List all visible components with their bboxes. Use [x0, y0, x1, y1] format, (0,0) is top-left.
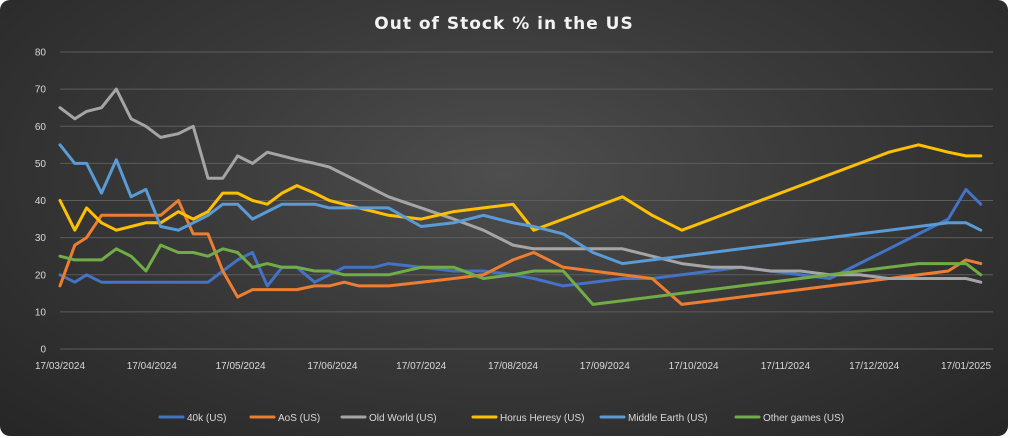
legend-label: Middle Earth (US) [628, 413, 707, 424]
x-axis: 17/03/2024 17/04/2024 17/05/2024 17/06/2024… [35, 361, 991, 372]
legend-label: Old World (US) [369, 413, 437, 424]
y-tick-label: 50 [35, 159, 47, 170]
y-axis: 0 10 20 30 40 50 60 70 80 [35, 48, 47, 356]
y-tick-label: 20 [35, 270, 47, 281]
x-tick-label: 17/03/2024 [35, 361, 85, 372]
x-tick-label: 17/05/2024 [216, 361, 266, 372]
y-tick-label: 70 [35, 85, 47, 96]
chart-title: Out of Stock % in the US [374, 14, 633, 34]
legend-item: Old World (US) [340, 413, 437, 424]
x-tick-label: 17/06/2024 [307, 361, 357, 372]
series-line-5 [58, 243, 983, 306]
legend-item: Other games (US) [734, 413, 844, 424]
legend-label: 40k (US) [187, 413, 226, 424]
series-line-0 [58, 187, 983, 288]
legend: 40k (US) AoS (US) Old World (US) Horus Here… [158, 413, 844, 424]
x-tick-label: 17/12/2024 [849, 361, 899, 372]
x-tick-label: 17/04/2024 [127, 361, 177, 372]
legend-label: AoS (US) [278, 413, 320, 424]
x-tick-label: 17/07/2024 [396, 361, 446, 372]
series-line-4 [58, 143, 983, 266]
y-tick-label: 80 [35, 48, 47, 59]
x-tick-label: 17/10/2024 [669, 361, 719, 372]
legend-label: Horus Heresy (US) [500, 413, 584, 424]
grid-lines [60, 51, 993, 350]
legend-item: Horus Heresy (US) [471, 413, 584, 424]
y-tick-label: 0 [40, 345, 46, 356]
x-tick-label: 17/08/2024 [488, 361, 538, 372]
y-tick-label: 30 [35, 233, 47, 244]
x-tick-label: 17/01/2025 [941, 361, 991, 372]
x-tick-label: 17/11/2024 [761, 361, 811, 372]
plot-area [58, 87, 983, 306]
x-tick-label: 17/09/2024 [580, 361, 630, 372]
legend-label: Other games (US) [763, 413, 844, 424]
series-line-1 [58, 199, 983, 306]
y-tick-label: 10 [35, 307, 47, 318]
series-line-2 [58, 87, 983, 284]
y-tick-label: 40 [35, 196, 47, 207]
y-tick-label: 60 [35, 122, 47, 133]
legend-item: 40k (US) [158, 413, 226, 424]
legend-item: Middle Earth (US) [599, 413, 707, 424]
series-line-3 [58, 143, 983, 232]
legend-item: AoS (US) [249, 413, 320, 424]
